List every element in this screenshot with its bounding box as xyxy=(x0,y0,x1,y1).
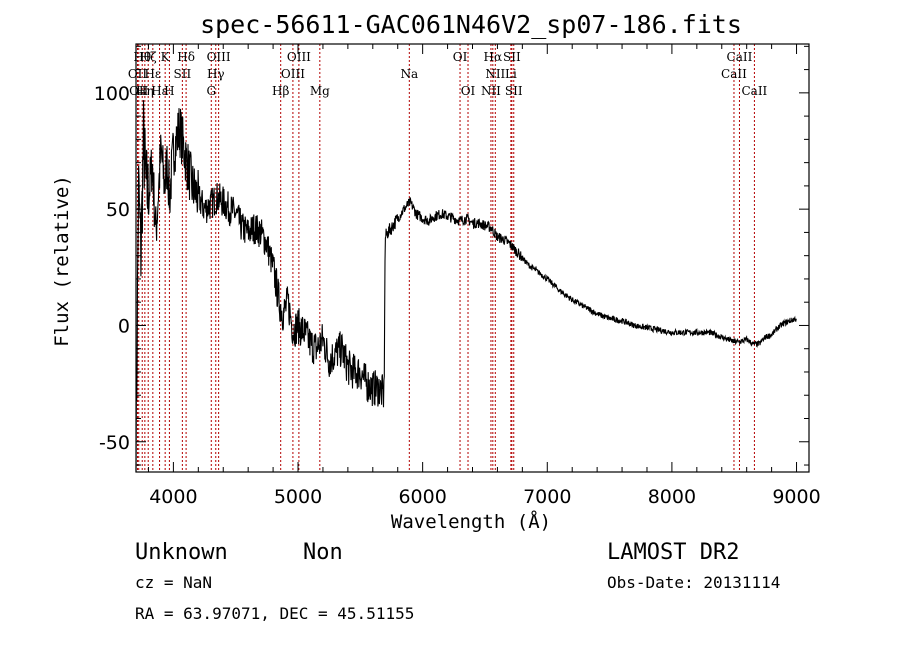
spectral-line-label: Hδ xyxy=(177,50,195,64)
spectral-line-label: Hζ xyxy=(140,50,157,64)
y-tick-label: 50 xyxy=(106,199,130,221)
x-tick-label: 8000 xyxy=(648,486,696,508)
spectral-line-label: Hβ xyxy=(272,84,289,98)
spectral-line-label: OIII xyxy=(207,50,231,64)
spectral-line-labels: OIIOIIHθHηHζHεHεKHSIIHδGHγOIIIHβOIIIOIII… xyxy=(128,50,768,98)
spectral-line-label: G xyxy=(206,84,216,98)
spectral-line-label: Hγ xyxy=(207,67,225,81)
redshift-readout: cz = NaN xyxy=(135,573,212,592)
spectral-line-markers xyxy=(136,44,755,472)
spectral-line-label: Hε xyxy=(144,67,161,81)
spectral-line-label: SII xyxy=(174,67,192,81)
spectral-line-label: CaII xyxy=(727,50,753,64)
spectral-line-label: Li xyxy=(505,67,517,81)
x-tick-label: 9000 xyxy=(772,486,820,508)
object-class: Unknown xyxy=(135,540,228,565)
spectral-line-label: OIII xyxy=(287,50,311,64)
spectral-line-label: OI xyxy=(461,84,476,98)
spectral-line-label: Mg xyxy=(310,84,330,98)
observation-date: Obs-Date: 20131114 xyxy=(607,573,780,592)
spectral-line-label: OII xyxy=(129,84,149,98)
y-tick-label: 100 xyxy=(94,83,130,105)
spectral-line-label: OIII xyxy=(281,67,305,81)
spectral-line-label: Hθ xyxy=(133,50,151,64)
spectral-line-label: Na xyxy=(400,67,418,81)
x-axis-label: Wavelength (Å) xyxy=(391,510,551,533)
x-tick-label: 4000 xyxy=(149,486,197,508)
spectral-line-label: Hη xyxy=(136,84,154,98)
chart-title: spec-56611-GAC061N46V2_sp07-186.fits xyxy=(200,10,742,39)
spectral-line-label: NII xyxy=(485,67,505,81)
plot-frame xyxy=(135,43,810,473)
spectral-line-label: CaII xyxy=(721,67,747,81)
x-tick-labels: 4000 5000 6000 7000 8000 9000 xyxy=(149,486,821,508)
spectral-line-label: CaII xyxy=(741,84,767,98)
spectral-line-label: OI xyxy=(453,50,468,64)
x-tick-label: 5000 xyxy=(274,486,322,508)
spectral-line-label: SII xyxy=(503,50,521,64)
spectrum-line xyxy=(135,100,797,473)
spectrum-series xyxy=(135,100,797,473)
object-subclass: Non xyxy=(303,540,343,565)
y-tick-label: -50 xyxy=(99,432,130,454)
x-tick-label: 6000 xyxy=(398,486,446,508)
spectral-line-label: H xyxy=(164,84,174,98)
y-axis-label: Flux (relative) xyxy=(51,175,73,347)
spectral-line-label: K xyxy=(161,50,171,64)
survey-name: LAMOST DR2 xyxy=(607,540,739,565)
x-tick-label: 7000 xyxy=(523,486,571,508)
y-tick-labels: -50 0 50 100 xyxy=(94,83,130,454)
y-tick-label: 0 xyxy=(118,315,130,337)
spectral-line-label: SII xyxy=(505,84,523,98)
axis-ticks xyxy=(136,44,809,472)
spectral-line-label: OII xyxy=(128,67,148,81)
spectral-line-label: Hε xyxy=(151,84,168,98)
coordinates-readout: RA = 63.97071, DEC = 45.51155 xyxy=(135,604,414,623)
spectral-line-label: NII xyxy=(481,84,501,98)
spectral-line-label: Hα xyxy=(484,50,503,64)
